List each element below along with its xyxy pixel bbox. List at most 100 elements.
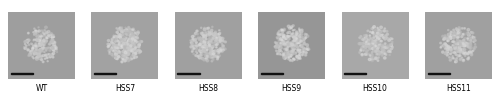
Ellipse shape: [114, 33, 136, 55]
Ellipse shape: [218, 30, 220, 31]
Ellipse shape: [296, 56, 298, 57]
Ellipse shape: [128, 38, 130, 40]
Ellipse shape: [280, 47, 282, 49]
Ellipse shape: [467, 33, 470, 36]
Ellipse shape: [112, 44, 114, 46]
Ellipse shape: [458, 36, 460, 38]
Ellipse shape: [130, 50, 132, 52]
Ellipse shape: [362, 31, 388, 57]
Ellipse shape: [458, 35, 459, 36]
Ellipse shape: [113, 46, 116, 48]
Ellipse shape: [220, 37, 222, 39]
Ellipse shape: [200, 32, 202, 34]
Ellipse shape: [290, 50, 292, 52]
Ellipse shape: [134, 49, 136, 50]
Ellipse shape: [27, 29, 56, 59]
Ellipse shape: [376, 38, 378, 40]
Ellipse shape: [452, 52, 453, 53]
Ellipse shape: [48, 36, 50, 38]
Ellipse shape: [468, 43, 470, 45]
Ellipse shape: [108, 50, 110, 52]
Ellipse shape: [99, 18, 151, 70]
Ellipse shape: [456, 58, 458, 59]
Ellipse shape: [364, 38, 365, 39]
Ellipse shape: [124, 30, 126, 31]
Ellipse shape: [450, 36, 466, 52]
Ellipse shape: [41, 30, 42, 31]
Ellipse shape: [122, 44, 124, 46]
Ellipse shape: [277, 29, 306, 59]
Ellipse shape: [110, 29, 140, 60]
Ellipse shape: [458, 48, 461, 50]
Ellipse shape: [454, 47, 456, 49]
Ellipse shape: [115, 45, 117, 47]
Ellipse shape: [351, 20, 399, 68]
Ellipse shape: [54, 47, 56, 49]
Ellipse shape: [39, 42, 44, 46]
Ellipse shape: [366, 43, 368, 45]
Ellipse shape: [108, 27, 142, 61]
Ellipse shape: [126, 47, 129, 50]
Ellipse shape: [293, 36, 296, 39]
Ellipse shape: [280, 46, 282, 48]
Ellipse shape: [40, 56, 42, 57]
Ellipse shape: [455, 41, 456, 42]
Ellipse shape: [198, 44, 200, 46]
Ellipse shape: [214, 50, 216, 52]
Ellipse shape: [278, 30, 305, 58]
Ellipse shape: [192, 35, 194, 38]
Ellipse shape: [32, 56, 34, 57]
Ellipse shape: [11, 13, 72, 75]
Ellipse shape: [122, 42, 125, 45]
Ellipse shape: [198, 33, 219, 55]
Ellipse shape: [368, 46, 370, 48]
Ellipse shape: [36, 45, 38, 47]
Ellipse shape: [288, 36, 290, 37]
Ellipse shape: [302, 49, 305, 51]
Ellipse shape: [453, 39, 464, 49]
Ellipse shape: [362, 44, 364, 46]
Ellipse shape: [364, 33, 386, 55]
Ellipse shape: [29, 40, 30, 41]
Ellipse shape: [463, 39, 465, 41]
Ellipse shape: [460, 31, 461, 33]
Ellipse shape: [204, 29, 206, 31]
Ellipse shape: [208, 32, 210, 34]
Ellipse shape: [287, 46, 288, 47]
Ellipse shape: [459, 40, 460, 42]
Ellipse shape: [286, 38, 298, 50]
Ellipse shape: [113, 49, 115, 51]
Ellipse shape: [455, 48, 456, 49]
Ellipse shape: [194, 30, 222, 58]
Ellipse shape: [212, 56, 214, 58]
Ellipse shape: [453, 35, 456, 37]
Ellipse shape: [472, 51, 473, 52]
Ellipse shape: [373, 42, 378, 46]
Ellipse shape: [203, 39, 213, 49]
Ellipse shape: [221, 50, 223, 52]
Ellipse shape: [116, 51, 118, 52]
Ellipse shape: [199, 35, 218, 53]
Ellipse shape: [300, 40, 301, 42]
Ellipse shape: [280, 43, 281, 44]
Ellipse shape: [352, 21, 399, 67]
Ellipse shape: [222, 47, 224, 49]
Ellipse shape: [278, 39, 280, 41]
Ellipse shape: [474, 38, 476, 40]
Ellipse shape: [261, 13, 322, 75]
Ellipse shape: [134, 56, 136, 58]
Ellipse shape: [382, 36, 384, 37]
Ellipse shape: [446, 54, 448, 56]
Ellipse shape: [294, 47, 295, 49]
Ellipse shape: [202, 49, 204, 51]
Ellipse shape: [206, 48, 208, 49]
Ellipse shape: [210, 49, 212, 50]
Ellipse shape: [301, 46, 302, 48]
Ellipse shape: [293, 48, 294, 50]
Ellipse shape: [280, 38, 281, 39]
Ellipse shape: [132, 54, 134, 56]
Ellipse shape: [22, 25, 60, 63]
Ellipse shape: [36, 45, 38, 47]
Ellipse shape: [376, 57, 377, 58]
Ellipse shape: [121, 43, 123, 45]
